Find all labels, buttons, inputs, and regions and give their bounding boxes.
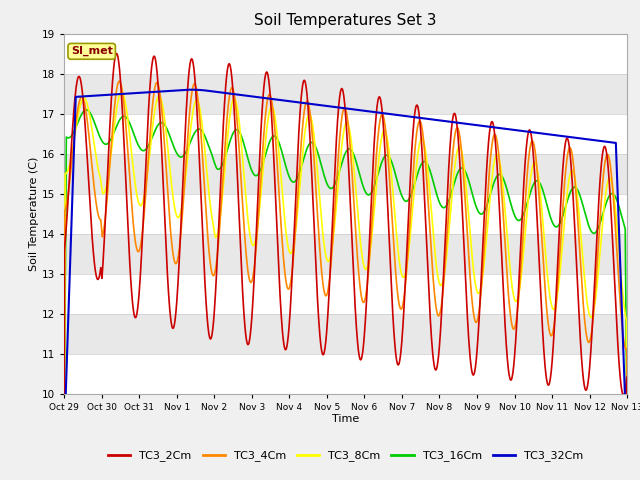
TC3_16Cm [83,107,90,113]
TC3_2Cm [507,377,515,383]
TC3_4Cm [172,261,180,266]
TC3_8Cm [172,211,180,216]
TC3_2Cm [60,430,68,436]
TC3_16Cm [507,201,515,207]
Line: TC3_8Cm: TC3_8Cm [64,92,627,480]
TC3_4Cm [557,237,564,243]
Bar [64,114,627,154]
TC3_2Cm [186,64,193,70]
TC3_16Cm [60,462,68,468]
Line: TC3_16Cm: TC3_16Cm [64,110,627,466]
Bar [64,193,627,234]
Legend: TC3_2Cm, TC3_4Cm, TC3_8Cm, TC3_16Cm, TC3_32Cm: TC3_2Cm, TC3_4Cm, TC3_8Cm, TC3_16Cm, TC3… [104,446,588,466]
TC3_8Cm [433,270,441,276]
TC3_32Cm [507,127,515,132]
Line: TC3_32Cm: TC3_32Cm [64,90,627,458]
Bar [64,313,627,354]
Title: Soil Temperatures Set 3: Soil Temperatures Set 3 [254,13,437,28]
TC3_16Cm [557,219,564,225]
X-axis label: Time: Time [332,414,359,424]
TC3_8Cm [118,89,125,95]
Line: TC3_4Cm: TC3_4Cm [64,81,627,480]
Y-axis label: Soil Temperature (C): Soil Temperature (C) [29,156,39,271]
TC3_16Cm [623,463,631,469]
TC3_4Cm [623,457,631,463]
TC3_4Cm [249,276,257,281]
TC3_32Cm [188,87,195,93]
Text: SI_met: SI_met [71,46,113,57]
TC3_2Cm [249,302,257,308]
TC3_16Cm [186,141,193,147]
Bar [64,234,627,274]
TC3_32Cm [557,133,564,139]
TC3_32Cm [186,87,193,93]
TC3_32Cm [433,117,441,123]
TC3_4Cm [433,311,441,317]
TC3_4Cm [507,316,515,322]
TC3_8Cm [557,262,564,267]
TC3_32Cm [60,443,68,448]
Bar [64,154,627,193]
TC3_2Cm [113,51,120,57]
TC3_32Cm [249,94,257,99]
TC3_32Cm [172,88,179,94]
TC3_2Cm [557,200,564,206]
TC3_4Cm [186,109,193,115]
Bar [64,354,627,394]
TC3_4Cm [115,78,123,84]
Line: TC3_2Cm: TC3_2Cm [64,54,627,480]
TC3_16Cm [433,194,441,200]
TC3_8Cm [249,242,257,248]
TC3_8Cm [623,477,631,480]
Bar [64,34,627,73]
Bar [64,274,627,313]
TC3_8Cm [507,275,515,280]
TC3_8Cm [186,135,193,141]
TC3_32Cm [623,455,631,461]
TC3_2Cm [433,362,441,368]
TC3_16Cm [249,169,257,175]
TC3_16Cm [172,149,180,155]
Bar [64,73,627,114]
TC3_2Cm [172,309,180,315]
